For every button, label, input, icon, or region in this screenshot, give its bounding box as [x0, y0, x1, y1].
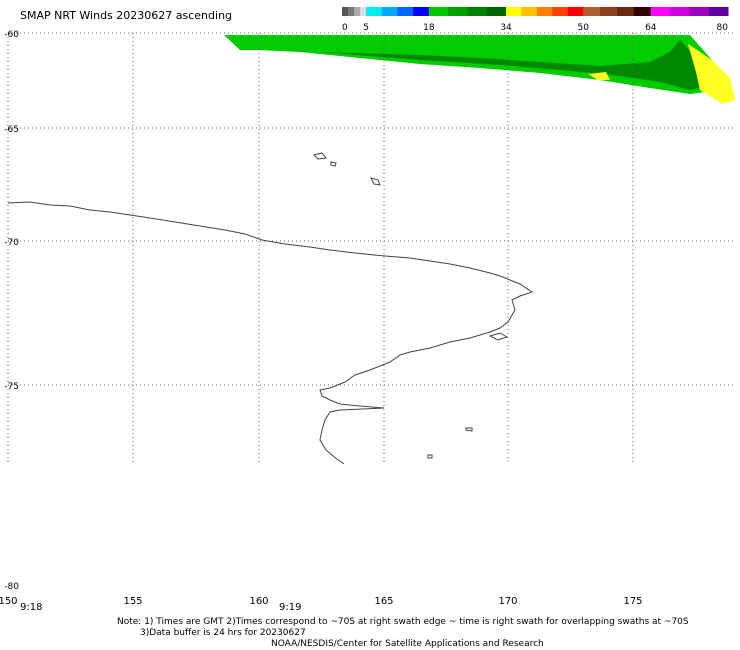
wind-swath — [224, 35, 735, 104]
colorbar-tick-label: 34 — [500, 23, 512, 33]
island-6 — [427, 454, 433, 459]
colorbar-cell — [348, 7, 355, 16]
colorbar-cell — [397, 7, 414, 16]
colorbar-cell — [708, 7, 729, 16]
swath-light-green — [224, 35, 718, 94]
footer-note-line1: Note: 1) Times are GMT 2)Times correspon… — [117, 617, 689, 627]
colorbar-tick-label: 64 — [645, 23, 657, 33]
colorbar-tick-label: 80 — [717, 23, 729, 33]
longitude-label: 165 — [374, 596, 393, 607]
latitude-label: -70 — [4, 238, 19, 248]
colorbar-cell — [366, 7, 383, 16]
footer-credit: NOAA/NESDIS/Center for Satellite Applica… — [271, 639, 544, 649]
colorbar-cell — [670, 7, 690, 16]
island-5 — [465, 427, 473, 432]
swath-dark-green — [320, 40, 700, 90]
footer-note-line2: 3)Data buffer is 24 hrs for 20230627 — [140, 628, 306, 638]
latitude-label: -60 — [4, 30, 19, 40]
colorbar-cell — [381, 7, 398, 16]
colorbar-cell — [552, 7, 569, 16]
colorbar-cell — [617, 7, 635, 16]
colorbar-cell — [567, 7, 584, 16]
latitude-label: -75 — [4, 382, 19, 392]
island-4 — [488, 332, 509, 341]
colorbar-cell — [354, 7, 361, 16]
colorbar-tick-labels: 0 5 18 34 50 64 80 — [342, 23, 728, 33]
colorbar-cell — [633, 7, 652, 16]
colorbar-cell — [536, 7, 553, 16]
island-3 — [370, 177, 381, 186]
antarctic-coastline — [7, 152, 534, 465]
time-label-2: 9:19 — [279, 602, 302, 613]
colorbar-cell — [413, 7, 430, 16]
lat-lon-grid — [7, 32, 735, 465]
colorbar-tick-label: 50 — [578, 23, 590, 33]
longitude-label: 160 — [249, 596, 268, 607]
longitude-label: 155 — [123, 596, 142, 607]
longitude-label: 170 — [498, 596, 517, 607]
time-label-1: 9:18 — [20, 602, 43, 613]
colorbar-cell — [689, 7, 710, 16]
colorbar-cell — [506, 7, 522, 16]
longitude-label: 175 — [623, 596, 642, 607]
colorbar-cell — [360, 7, 367, 16]
colorbar-cell — [486, 7, 507, 16]
swath-yellow-small — [588, 72, 610, 80]
map-title: SMAP NRT Winds 20230627 ascending — [20, 9, 233, 22]
colorbar-cell — [448, 7, 468, 16]
colorbar-cell — [600, 7, 618, 16]
island-2 — [330, 161, 337, 167]
longitude-label: 150 — [0, 596, 18, 607]
island-1 — [313, 152, 327, 160]
colorbar-cell — [342, 7, 349, 16]
swath-yellow — [688, 44, 735, 104]
colorbar-cell — [467, 7, 488, 16]
colorbar-cell — [521, 7, 538, 16]
colorbar-cell — [428, 7, 449, 16]
latitude-label: -80 — [4, 582, 19, 592]
colorbar-tick-label: 0 — [342, 23, 348, 33]
colorbar-tick-label: 18 — [423, 23, 435, 33]
wind-speed-colorbar — [342, 7, 729, 16]
ross-ice-shelf-coast — [7, 201, 534, 465]
colorbar-cell — [650, 7, 671, 16]
colorbar-cell — [583, 7, 601, 16]
colorbar-tick-label: 5 — [363, 23, 369, 33]
longitude-labels: 150 155 160 165 170 175 — [0, 596, 643, 607]
latitude-label: -65 — [4, 125, 19, 135]
latitude-labels: -60 -65 -70 -75 -80 — [4, 30, 19, 592]
